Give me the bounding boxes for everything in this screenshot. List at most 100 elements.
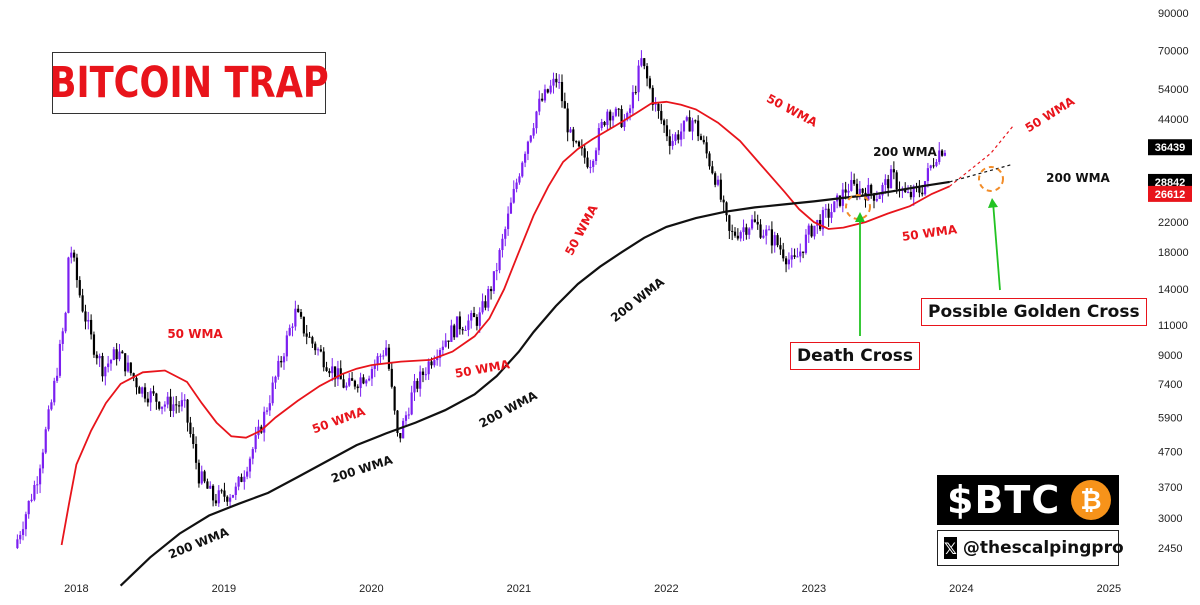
candle-body xyxy=(410,392,413,415)
candle-body xyxy=(855,183,859,196)
candle-body xyxy=(38,468,42,485)
candle-body xyxy=(682,120,686,132)
golden-cross-arrowhead xyxy=(988,198,998,208)
candle-body xyxy=(515,182,518,189)
candle-body xyxy=(424,374,427,376)
candle-body xyxy=(311,337,314,344)
candle-body xyxy=(382,355,385,357)
death-cross-marker xyxy=(845,194,871,220)
candle-body xyxy=(884,179,887,185)
candle-body xyxy=(549,85,552,93)
x-tick-label: 2023 xyxy=(802,583,826,595)
candle-body xyxy=(782,249,785,259)
candle-body xyxy=(416,380,419,389)
price-tag-bg xyxy=(1148,139,1192,156)
y-tick-label: 54000 xyxy=(1158,84,1189,96)
candle-body xyxy=(821,210,825,230)
candle-body xyxy=(436,357,439,361)
candle-body xyxy=(895,172,898,190)
candle-body xyxy=(314,343,317,351)
candle-body xyxy=(784,258,788,265)
candle-body xyxy=(807,225,810,235)
candle-body xyxy=(399,433,402,439)
candle-body xyxy=(160,406,164,409)
candle-body xyxy=(909,191,912,198)
candle-body xyxy=(716,179,720,185)
candle-body xyxy=(538,98,541,112)
ma-line-label: 50 WMA xyxy=(901,222,958,244)
death-cross-label: Death Cross xyxy=(790,342,921,370)
candle-body xyxy=(489,288,493,292)
candle-body xyxy=(98,355,101,359)
candle-body xyxy=(36,484,39,486)
candle-body xyxy=(387,347,391,369)
candle-body xyxy=(787,259,791,265)
candle-body xyxy=(101,355,104,377)
y-tick-label: 4700 xyxy=(1158,446,1182,458)
candle-body xyxy=(331,366,334,374)
candle-body xyxy=(450,325,453,342)
candle-body xyxy=(390,368,393,387)
ma-line-label: 50 WMA xyxy=(764,91,820,130)
y-tick-label: 11000 xyxy=(1158,320,1188,332)
candle-body xyxy=(308,336,311,338)
candle-body xyxy=(506,213,510,230)
candle-body xyxy=(637,65,640,93)
ma-line-label: 50 WMA xyxy=(562,202,601,258)
ma-line-label: 200 WMA xyxy=(873,145,937,159)
candle-body xyxy=(475,317,478,326)
candle-body xyxy=(336,368,340,380)
y-tick-label: 14000 xyxy=(1158,284,1189,296)
candle-body xyxy=(177,405,181,407)
candle-body xyxy=(541,98,544,101)
chart-decorations xyxy=(845,166,1004,336)
candle-body xyxy=(226,496,229,502)
candle-body xyxy=(586,157,589,168)
candle-body xyxy=(149,391,152,403)
death-cross-text: Death Cross xyxy=(797,346,914,366)
candle-body xyxy=(620,108,623,128)
candle-body xyxy=(594,150,598,161)
candle-body xyxy=(129,362,132,374)
candle-body xyxy=(756,221,759,225)
candle-body xyxy=(345,385,348,388)
candle-body xyxy=(203,471,206,482)
candle-body xyxy=(827,208,830,218)
candle-body xyxy=(271,382,274,404)
candle-body xyxy=(918,187,921,193)
candle-body xyxy=(268,403,271,411)
candle-body xyxy=(719,179,722,200)
candle-body xyxy=(654,103,657,105)
candle-body xyxy=(725,202,728,216)
candle-body xyxy=(64,312,67,332)
social-handle[interactable]: 𝕏 @thescalpingpro xyxy=(937,530,1124,566)
candle-body xyxy=(592,160,595,167)
candle-body xyxy=(614,108,617,116)
candle-body xyxy=(288,327,291,336)
ma-line-label: 200 WMA xyxy=(608,274,667,325)
candle-body xyxy=(297,308,300,313)
candle-body xyxy=(767,229,771,231)
candle-body xyxy=(316,349,320,351)
candle-body xyxy=(464,329,467,331)
candle-body xyxy=(731,230,734,232)
candle-body xyxy=(319,349,322,352)
candle-body xyxy=(668,136,671,146)
x-tick-label: 2019 xyxy=(212,583,236,595)
candle-body xyxy=(512,188,515,203)
x-tick-label: 2025 xyxy=(1097,583,1121,595)
candle-body xyxy=(628,108,632,113)
candle-body xyxy=(427,361,430,375)
y-tick-label: 5900 xyxy=(1158,413,1182,425)
candle-body xyxy=(461,329,464,331)
candle-body xyxy=(299,312,303,317)
death-cross-arrowhead xyxy=(855,212,865,222)
candle-body xyxy=(158,401,161,409)
candle-body xyxy=(940,150,944,156)
candle-body xyxy=(126,362,130,372)
candle-body xyxy=(124,353,127,372)
candle-body xyxy=(748,228,751,235)
candle-body xyxy=(810,225,813,237)
y-tick-label: 44000 xyxy=(1158,114,1189,126)
candle-body xyxy=(146,398,149,403)
